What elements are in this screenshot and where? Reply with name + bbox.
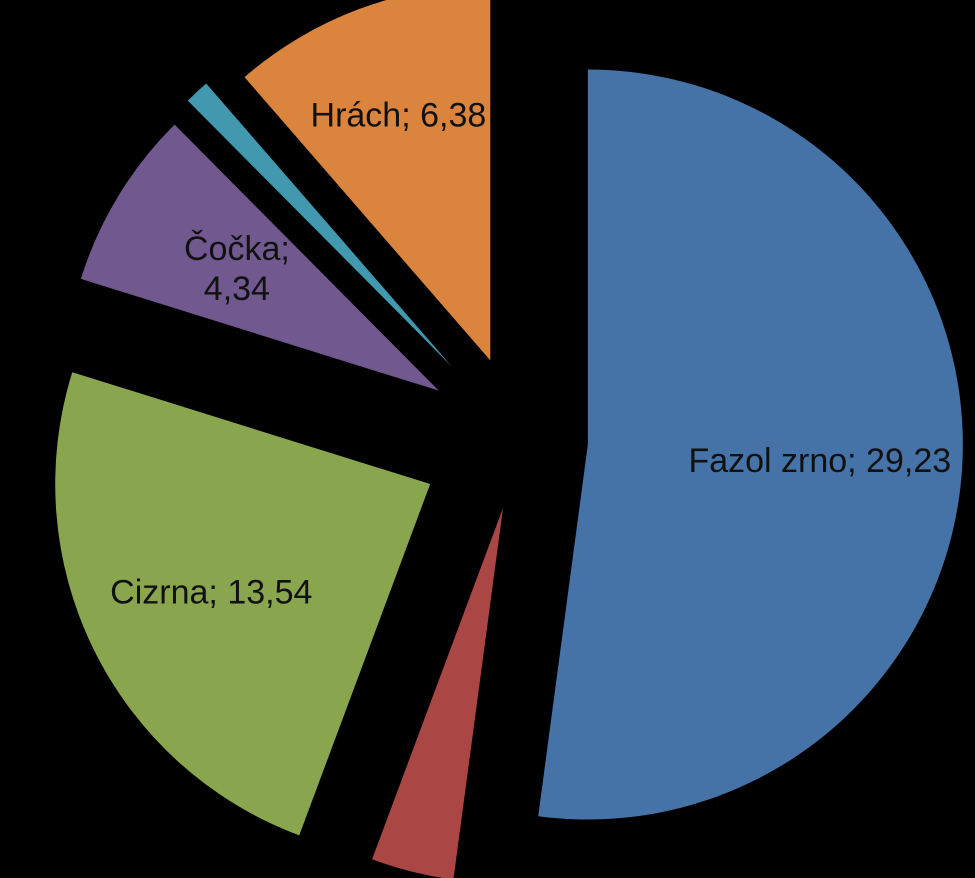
pie-slice-unlabeled-2 xyxy=(372,507,504,878)
pie-label-line: Cizrna; 13,54 xyxy=(110,573,312,611)
pie-label-cocka: Čočka; 4,34 xyxy=(184,230,290,308)
pie-label-line: Hrách; 6,38 xyxy=(311,97,487,135)
pie-slice-cocka xyxy=(80,124,439,391)
pie-label-hrach: Hrách; 6,38 xyxy=(311,97,487,135)
pie-slice-cizrna xyxy=(55,372,431,836)
pie-label-line: Čočka; xyxy=(184,230,290,268)
pie-slice-hrach xyxy=(244,0,491,361)
pie-label-fazol-zrno: Fazol zrno; 29,23 xyxy=(688,442,951,480)
pie-label-line: Fazol zrno; 29,23 xyxy=(688,442,951,480)
pie-label-cizrna: Cizrna; 13,54 xyxy=(110,573,312,611)
pie-slice-unlabeled-5 xyxy=(187,83,452,367)
pie-labels: Fazol zrno; 29,23 Cizrna; 13,54 Čočka; 4,34… xyxy=(110,97,951,612)
pie-slice-fazol-zrno xyxy=(538,69,963,820)
pie-label-line: 4,34 xyxy=(204,270,270,308)
pie-slices xyxy=(55,0,963,878)
